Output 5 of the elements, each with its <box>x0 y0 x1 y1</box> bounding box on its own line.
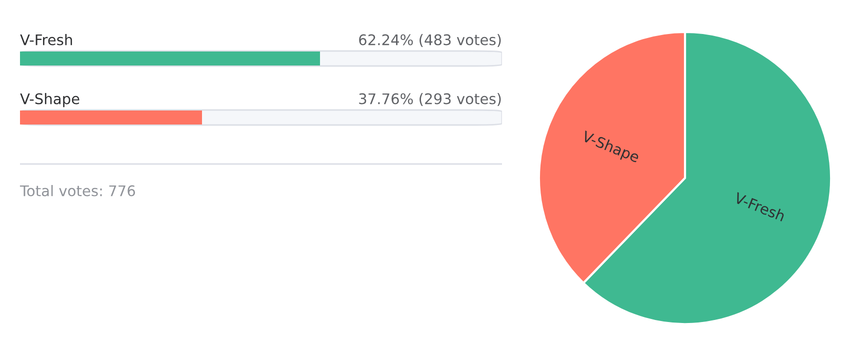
category-label: V-Shape <box>20 93 80 108</box>
data-label: 62.24% (483 votes) <box>359 34 501 48</box>
data-label: 37.76% (293 votes) <box>359 93 501 106</box>
text: Total votes: 776 <box>20 185 135 196</box>
category-label: V-Fresh <box>20 34 72 46</box>
